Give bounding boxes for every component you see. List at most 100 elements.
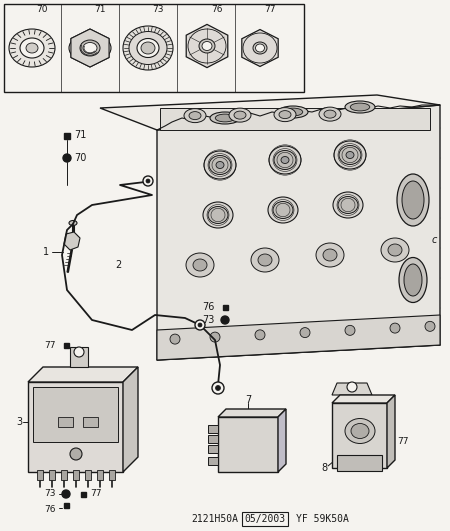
Ellipse shape bbox=[319, 107, 341, 121]
Circle shape bbox=[212, 382, 224, 394]
Text: 70: 70 bbox=[74, 153, 86, 163]
Polygon shape bbox=[218, 417, 278, 472]
Ellipse shape bbox=[216, 161, 224, 168]
Ellipse shape bbox=[141, 42, 155, 54]
Polygon shape bbox=[100, 95, 440, 130]
Bar bbox=[37, 470, 43, 480]
Ellipse shape bbox=[189, 112, 201, 119]
Polygon shape bbox=[218, 409, 286, 417]
Ellipse shape bbox=[199, 39, 215, 53]
Bar bbox=[222, 304, 228, 310]
Ellipse shape bbox=[20, 38, 44, 58]
Text: 71: 71 bbox=[74, 130, 86, 140]
Bar bbox=[73, 470, 79, 480]
Circle shape bbox=[425, 321, 435, 331]
Ellipse shape bbox=[69, 220, 77, 226]
Text: 73: 73 bbox=[152, 5, 164, 14]
Ellipse shape bbox=[345, 101, 375, 113]
Polygon shape bbox=[28, 382, 123, 472]
Ellipse shape bbox=[26, 43, 38, 53]
Ellipse shape bbox=[283, 108, 303, 116]
Ellipse shape bbox=[399, 258, 427, 303]
Ellipse shape bbox=[273, 201, 293, 218]
Circle shape bbox=[198, 323, 202, 327]
Ellipse shape bbox=[209, 156, 231, 175]
Ellipse shape bbox=[338, 196, 358, 213]
Circle shape bbox=[143, 176, 153, 186]
Ellipse shape bbox=[381, 238, 409, 262]
Ellipse shape bbox=[210, 112, 240, 124]
Polygon shape bbox=[157, 105, 440, 360]
Ellipse shape bbox=[123, 26, 173, 70]
Ellipse shape bbox=[256, 44, 265, 52]
Text: 7: 7 bbox=[245, 395, 251, 405]
Ellipse shape bbox=[324, 110, 336, 118]
Circle shape bbox=[62, 490, 70, 498]
Polygon shape bbox=[332, 403, 387, 468]
Polygon shape bbox=[278, 409, 286, 472]
Circle shape bbox=[70, 448, 82, 460]
Circle shape bbox=[170, 334, 180, 344]
Text: c: c bbox=[431, 235, 436, 245]
Ellipse shape bbox=[202, 41, 212, 50]
Bar bbox=[97, 470, 103, 480]
Circle shape bbox=[300, 328, 310, 338]
Circle shape bbox=[210, 332, 220, 342]
Ellipse shape bbox=[316, 243, 344, 267]
Bar bbox=[61, 470, 67, 480]
Ellipse shape bbox=[208, 207, 228, 224]
Bar bbox=[58, 417, 73, 427]
Ellipse shape bbox=[350, 103, 370, 111]
Polygon shape bbox=[387, 395, 395, 468]
Ellipse shape bbox=[278, 106, 308, 118]
Bar bbox=[63, 342, 68, 347]
Ellipse shape bbox=[323, 249, 337, 261]
Ellipse shape bbox=[9, 29, 55, 67]
Ellipse shape bbox=[274, 150, 296, 169]
Bar bbox=[63, 502, 68, 508]
Text: 76: 76 bbox=[211, 5, 223, 14]
Bar bbox=[49, 470, 55, 480]
Ellipse shape bbox=[234, 111, 246, 119]
Ellipse shape bbox=[80, 40, 100, 56]
Polygon shape bbox=[71, 29, 109, 67]
Polygon shape bbox=[186, 24, 228, 67]
Text: YF 59K50A: YF 59K50A bbox=[296, 514, 349, 524]
Polygon shape bbox=[123, 367, 138, 472]
Ellipse shape bbox=[397, 174, 429, 226]
Ellipse shape bbox=[137, 39, 159, 57]
Bar bbox=[208, 445, 218, 453]
Ellipse shape bbox=[333, 192, 363, 218]
Bar bbox=[83, 417, 98, 427]
Circle shape bbox=[390, 323, 400, 333]
Ellipse shape bbox=[203, 202, 233, 228]
Ellipse shape bbox=[345, 418, 375, 443]
Circle shape bbox=[74, 347, 84, 357]
Circle shape bbox=[63, 154, 71, 162]
Ellipse shape bbox=[258, 254, 272, 266]
Text: 2: 2 bbox=[115, 260, 121, 270]
Text: 71: 71 bbox=[94, 5, 106, 14]
Polygon shape bbox=[64, 232, 80, 250]
Ellipse shape bbox=[279, 110, 291, 118]
Polygon shape bbox=[28, 367, 138, 382]
Circle shape bbox=[347, 382, 357, 392]
Bar bbox=[387, 435, 392, 441]
Circle shape bbox=[146, 179, 150, 183]
Bar bbox=[208, 435, 218, 443]
Ellipse shape bbox=[269, 146, 301, 174]
Text: 8: 8 bbox=[321, 463, 327, 473]
Bar bbox=[85, 470, 91, 480]
Bar bbox=[81, 492, 86, 496]
Circle shape bbox=[255, 330, 265, 340]
Bar bbox=[242, 512, 288, 526]
Text: 76: 76 bbox=[202, 302, 215, 312]
Ellipse shape bbox=[251, 248, 279, 272]
Bar bbox=[208, 457, 218, 465]
Text: 05/2003: 05/2003 bbox=[244, 514, 286, 524]
Ellipse shape bbox=[69, 34, 111, 62]
Text: 76: 76 bbox=[45, 504, 56, 513]
Polygon shape bbox=[332, 383, 372, 395]
Ellipse shape bbox=[404, 264, 422, 296]
Ellipse shape bbox=[129, 31, 167, 64]
